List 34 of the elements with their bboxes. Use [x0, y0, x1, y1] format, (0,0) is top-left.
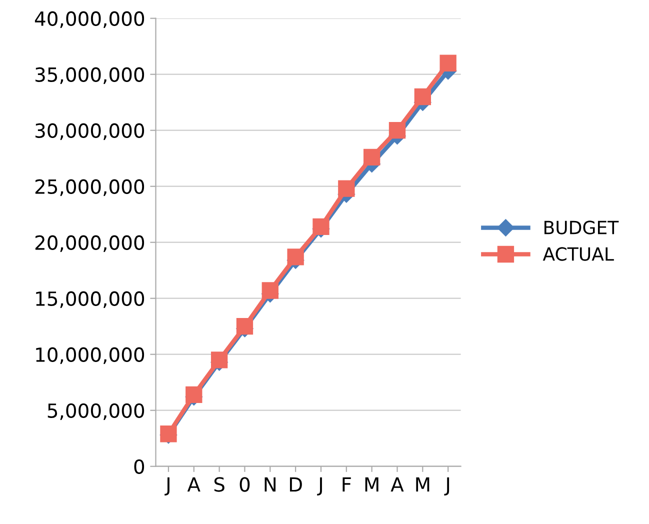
y-tick-label: 0: [134, 459, 144, 474]
legend-label: ACTUAL: [542, 247, 614, 261]
x-tick-label: J: [164, 477, 170, 496]
point: [236, 318, 254, 335]
point: [312, 218, 330, 236]
x-tick-label: M: [365, 477, 378, 492]
x-tick-label: S: [214, 477, 224, 492]
y-tick-label: 20,000,000: [35, 235, 144, 252]
x-tick-label: 0: [240, 477, 250, 492]
y-tick-label: 15,000,000: [36, 291, 144, 308]
x-tick-label: M: [416, 477, 430, 492]
point: [338, 180, 355, 197]
x-tick-label: A: [390, 477, 404, 492]
point: [388, 122, 406, 139]
x-tick-label: F: [342, 477, 351, 492]
x-tick-label: D: [290, 477, 302, 492]
y-tick-label: 25,000,000: [35, 179, 144, 196]
y-tick-label: 30,000,000: [35, 123, 144, 140]
x-tick-label: A: [187, 477, 200, 492]
point: [262, 282, 278, 299]
x-tick-label: N: [264, 477, 276, 492]
y-tick-label: 35,000,000: [35, 67, 144, 84]
point: [186, 386, 202, 404]
x-tick-label: J: [317, 477, 322, 496]
legend-label: BUDGET: [544, 220, 619, 234]
point: [363, 148, 380, 166]
y-tick-label: 10,000,000: [36, 347, 144, 364]
x-tick-label: J: [444, 477, 450, 496]
y-tick-label: 5,000,000: [48, 403, 144, 420]
y-tick-label: 40,000,000: [34, 11, 144, 28]
point: [210, 352, 228, 368]
point: [287, 248, 304, 266]
point: [414, 88, 431, 106]
point: [440, 54, 456, 72]
